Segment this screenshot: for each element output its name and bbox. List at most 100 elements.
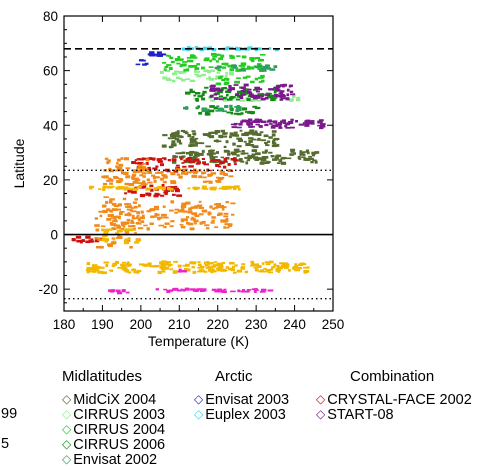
- data-point: [215, 205, 222, 209]
- data-point: [123, 186, 129, 189]
- data-point: [240, 290, 244, 293]
- data-point: [198, 213, 202, 216]
- data-point: [222, 96, 227, 100]
- data-point: [211, 186, 217, 189]
- data-point: [284, 124, 288, 128]
- data-point: [172, 287, 178, 291]
- data-point: [189, 88, 193, 92]
- data-point: [276, 162, 281, 164]
- data-point: [154, 192, 159, 196]
- data-point: [265, 67, 269, 70]
- data-point: [88, 239, 92, 241]
- data-point: [229, 108, 233, 111]
- data-point: [276, 143, 280, 147]
- data-point: [198, 111, 203, 115]
- data-point: [169, 225, 174, 228]
- data-point: [118, 179, 124, 182]
- data-point: [209, 160, 215, 163]
- data-point: [242, 289, 245, 291]
- data-point: [217, 288, 222, 291]
- data-point: [256, 265, 262, 268]
- data-point: [178, 58, 184, 61]
- data-point: [179, 223, 184, 226]
- data-point: [290, 150, 294, 153]
- data-point: [207, 173, 212, 177]
- data-point: [191, 212, 197, 215]
- data-point: [164, 169, 170, 172]
- data-point: [257, 99, 261, 102]
- data-point: [278, 92, 284, 95]
- legend: Midlatitudes Arctic Combination ◇ MidCiX …: [0, 366, 503, 471]
- data-point: [234, 264, 238, 267]
- data-point: [138, 204, 141, 208]
- data-point: [249, 57, 254, 61]
- data-point: [208, 135, 215, 139]
- data-point: [234, 64, 237, 67]
- data-point: [201, 209, 208, 213]
- data-point: [276, 266, 283, 269]
- data-point: [220, 54, 225, 58]
- data-point: [187, 48, 191, 51]
- data-point: [233, 163, 237, 166]
- data-point: [229, 104, 233, 108]
- data-point: [259, 54, 266, 56]
- data-point: [185, 78, 191, 80]
- data-point: [219, 204, 225, 207]
- data-point: [135, 239, 142, 241]
- data-point: [301, 156, 306, 158]
- data-point: [261, 93, 265, 96]
- data-point: [167, 186, 171, 191]
- data-point: [194, 205, 200, 208]
- data-point: [161, 144, 167, 148]
- data-point: [124, 192, 128, 195]
- data-point: [169, 186, 175, 189]
- data-point: [174, 155, 178, 158]
- data-point: [81, 239, 85, 242]
- data-point: [131, 217, 137, 220]
- data-point: [243, 291, 249, 293]
- data-point: [99, 214, 103, 217]
- data-point: [317, 124, 323, 127]
- data-point: [285, 157, 292, 160]
- data-point: [160, 177, 164, 181]
- data-point: [252, 131, 258, 135]
- data-point: [134, 159, 138, 161]
- data-point: [198, 175, 203, 179]
- data-point: [269, 68, 276, 71]
- data-point: [171, 193, 176, 196]
- data-point: [137, 217, 141, 220]
- data-point: [134, 241, 140, 244]
- data-point: [150, 157, 156, 160]
- data-point: [160, 163, 164, 167]
- data-point: [215, 151, 219, 154]
- data-point: [212, 216, 216, 219]
- data-point: [209, 105, 215, 108]
- data-point: [312, 159, 317, 162]
- data-point: [289, 120, 294, 124]
- data-point: [255, 57, 261, 60]
- data-point: [95, 228, 100, 232]
- data-point: [259, 161, 265, 165]
- data-point: [251, 153, 256, 157]
- diamond-marker-icon: ◇: [194, 407, 204, 421]
- data-point: [251, 145, 257, 148]
- series: [108, 268, 274, 295]
- data-point: [208, 76, 211, 78]
- data-point: [178, 135, 182, 138]
- data-point: [201, 269, 205, 271]
- data-point: [172, 155, 176, 159]
- data-point: [282, 264, 287, 267]
- data-point: [260, 74, 265, 78]
- data-point: [192, 132, 195, 135]
- data-point: [146, 227, 150, 231]
- data-point: [264, 161, 270, 164]
- data-point: [305, 119, 311, 122]
- data-point: [227, 98, 233, 101]
- data-point: [199, 265, 205, 269]
- data-point: [190, 217, 196, 221]
- legend-item-cirrus-2006: ◇ CIRRUS 2006: [62, 437, 165, 453]
- data-point: [138, 158, 145, 161]
- data-point: [270, 98, 275, 102]
- data-point: [227, 223, 233, 226]
- data-point: [180, 219, 185, 223]
